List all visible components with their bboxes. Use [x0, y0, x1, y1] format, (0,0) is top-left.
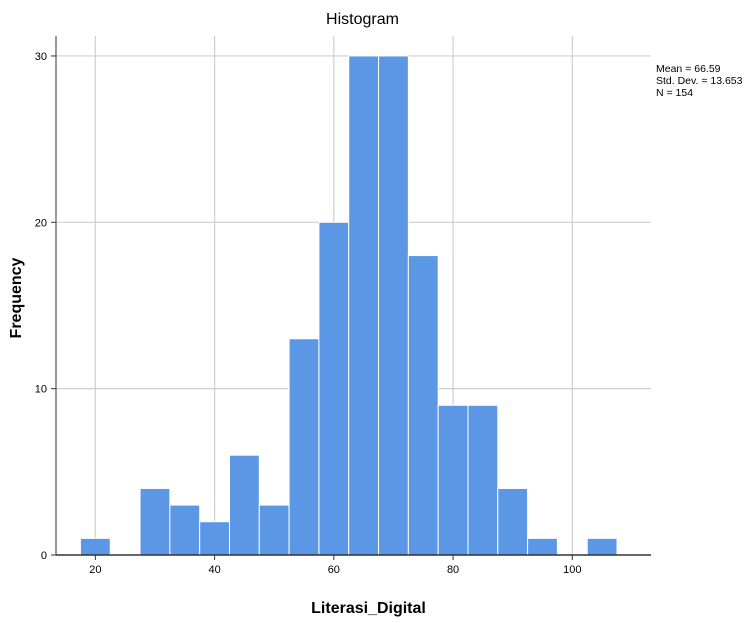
histogram-bar — [378, 55, 409, 556]
axes — [51, 36, 651, 560]
x-tick-label: 100 — [563, 564, 581, 576]
y-tick-label: 30 — [35, 51, 47, 63]
x-tick-label: 80 — [447, 564, 459, 576]
stat-mean: Mean = 66.59 — [656, 63, 721, 75]
histogram-bar — [527, 537, 558, 556]
histogram-bar — [139, 487, 171, 556]
y-tick-label: 20 — [35, 217, 47, 229]
histogram-bar — [437, 404, 469, 556]
y-tick-label: 10 — [35, 384, 47, 396]
histogram-bar — [407, 255, 439, 556]
histogram-bar — [228, 454, 260, 556]
x-tick-label: 60 — [328, 564, 340, 576]
chart-title: Histogram — [326, 11, 399, 28]
histogram-bar — [586, 537, 618, 556]
histogram-bar — [79, 537, 111, 556]
stat-n: N = 154 — [656, 87, 693, 99]
stats-box: Mean = 66.59 Std. Dev. = 13.653 N = 154 — [656, 63, 743, 99]
histogram-bar — [467, 404, 499, 556]
y-axis-label: Frequency — [8, 257, 25, 338]
y-tick-label: 0 — [41, 550, 47, 562]
histogram-bar — [318, 221, 350, 556]
histogram-bar — [258, 504, 290, 556]
histogram-bar — [497, 487, 529, 556]
histogram-bar — [348, 55, 380, 556]
histogram-bars — [79, 55, 618, 556]
x-tick-label: 20 — [89, 564, 101, 576]
histogram-bar — [169, 504, 201, 556]
histogram-bar — [288, 338, 320, 556]
stat-std-dev: Std. Dev. = 13.653 — [656, 75, 743, 87]
x-tick-label: 40 — [208, 564, 220, 576]
histogram-bar — [199, 521, 230, 556]
tick-labels: 0 10 20 30 20 40 60 80 100 — [35, 51, 582, 576]
x-axis-label: Literasi_Digital — [311, 600, 426, 617]
